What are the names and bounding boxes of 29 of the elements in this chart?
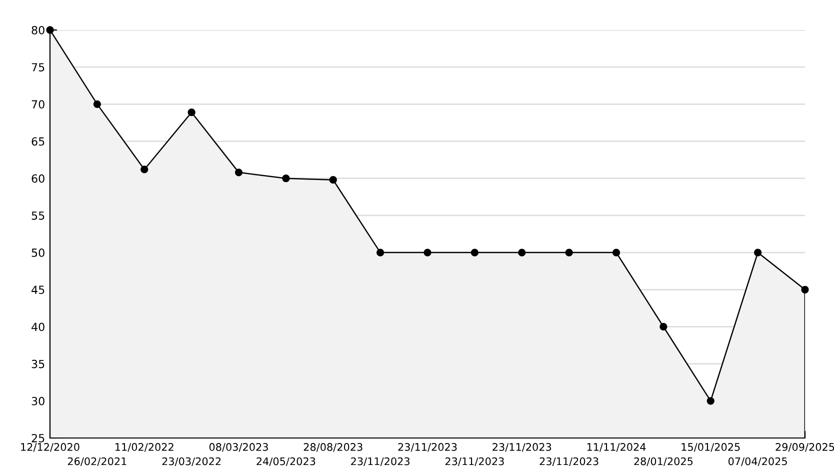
- x-tick-label: 11/02/2022: [116, 443, 174, 452]
- x-tick-label: 08/03/2023: [209, 443, 268, 452]
- x-tick-label: 26/02/2021: [68, 457, 126, 466]
- x-tick-label: 28/01/2025: [634, 457, 693, 466]
- y-tick-label: 65: [32, 137, 44, 146]
- y-tick-label: 80: [32, 26, 44, 34]
- y-tick-label: 35: [32, 360, 44, 368]
- x-tick-label: 12/12/2020: [21, 443, 80, 452]
- x-tick-label: 23/11/2023: [540, 457, 598, 466]
- x-tick-label: 07/04/2025: [728, 457, 787, 466]
- y-tick-label: 75: [32, 63, 44, 72]
- x-tick-label: 23/11/2023: [398, 443, 457, 452]
- y-tick-label: 60: [32, 174, 44, 183]
- y-tick-label: 70: [32, 100, 44, 109]
- x-tick-label: 23/11/2023: [351, 457, 410, 466]
- y-tick-label: 55: [32, 212, 44, 220]
- x-tick-label: 23/03/2022: [162, 457, 221, 466]
- x-tick-label: 28/08/2023: [304, 443, 362, 452]
- y-tick-label: 40: [32, 322, 44, 332]
- y-tick-label: 30: [32, 396, 44, 406]
- y-tick-label: 25: [32, 434, 44, 442]
- x-tick-label: 23/11/2023: [492, 443, 552, 452]
- x-tick-label: 24/05/2023: [256, 457, 316, 466]
- x-tick-label: 11/11/2024: [587, 443, 646, 452]
- y-tick-label: 50: [32, 248, 44, 257]
- x-tick-label: 15/01/2025: [682, 443, 740, 452]
- x-tick-label: 29/09/2025: [776, 443, 834, 452]
- y-tick-label: 45: [32, 286, 44, 294]
- x-tick-label: 23/11/2023: [445, 457, 504, 466]
